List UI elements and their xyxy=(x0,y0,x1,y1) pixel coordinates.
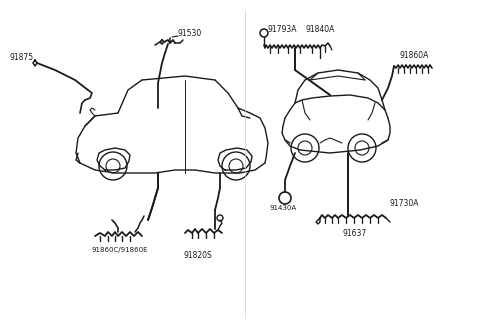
Text: 91875: 91875 xyxy=(10,53,34,63)
Text: 91860A: 91860A xyxy=(400,51,430,60)
Text: 91730A: 91730A xyxy=(390,198,420,208)
Text: 91793A: 91793A xyxy=(268,26,298,34)
Text: 91530: 91530 xyxy=(178,30,202,38)
Text: 91840A: 91840A xyxy=(305,26,335,34)
Text: 91637: 91637 xyxy=(343,229,367,237)
Text: 91820S: 91820S xyxy=(184,252,212,260)
Text: 91430A: 91430A xyxy=(270,205,297,211)
Text: 91860C/91860E: 91860C/91860E xyxy=(92,247,148,253)
